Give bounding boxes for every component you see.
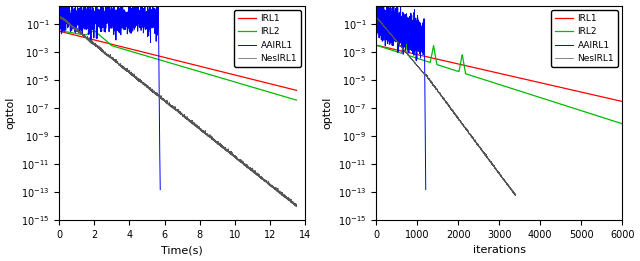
Line: AAIRL1: AAIRL1 — [59, 5, 160, 190]
IRL2 — [479, 78, 487, 81]
IRL2 — [197, 70, 205, 74]
AAIRL1 — [87, 39, 95, 42]
IRL1 — [214, 69, 221, 72]
IRL1 — [595, 94, 603, 98]
IRL2 — [502, 85, 509, 88]
NesIRL1 — [488, 162, 495, 165]
NesIRL1 — [157, 96, 164, 99]
X-axis label: Time(s): Time(s) — [161, 245, 203, 256]
IRL2 — [618, 122, 626, 125]
Line: AAIRL1: AAIRL1 — [376, 5, 426, 190]
AAIRL1 — [406, 25, 414, 28]
IRL1 — [372, 44, 380, 47]
AAIRL1 — [378, 8, 385, 11]
IRL2 — [119, 48, 127, 51]
Legend: IRL1, IRL2, AAIRL1, NesIRL1: IRL1, IRL2, AAIRL1, NesIRL1 — [551, 10, 618, 67]
AAIRL1 — [156, 188, 164, 191]
Legend: IRL1, IRL2, AAIRL1, NesIRL1: IRL1, IRL2, AAIRL1, NesIRL1 — [234, 10, 301, 67]
NesIRL1 — [292, 205, 300, 208]
NesIRL1 — [445, 105, 452, 108]
IRL2 — [59, 29, 67, 33]
IRL2 — [215, 76, 223, 79]
IRL2 — [372, 44, 380, 47]
IRL2 — [236, 82, 243, 85]
IRL1 — [518, 77, 525, 80]
IRL2 — [405, 54, 413, 57]
NesIRL1 — [83, 37, 90, 40]
IRL1 — [116, 45, 124, 48]
Line: IRL2: IRL2 — [376, 36, 622, 124]
IRL2 — [401, 35, 409, 38]
AAIRL1 — [372, 15, 380, 19]
IRL1 — [195, 64, 203, 68]
Line: IRL2: IRL2 — [63, 31, 296, 100]
AAIRL1 — [383, 25, 391, 28]
Y-axis label: opttol: opttol — [323, 97, 333, 129]
IRL2 — [456, 69, 463, 72]
IRL2 — [414, 57, 422, 60]
NesIRL1 — [262, 181, 270, 184]
IRL1 — [97, 40, 105, 43]
AAIRL1 — [400, 12, 408, 15]
X-axis label: iterations: iterations — [473, 245, 525, 256]
AAIRL1 — [408, 37, 415, 40]
NesIRL1 — [97, 47, 104, 50]
IRL1 — [292, 89, 300, 92]
NesIRL1 — [497, 174, 504, 177]
NesIRL1 — [468, 135, 476, 138]
Line: IRL1: IRL1 — [59, 31, 296, 90]
AAIRL1 — [138, 8, 145, 11]
AAIRL1 — [116, 29, 124, 32]
AAIRL1 — [90, 36, 98, 39]
IRL2 — [507, 87, 515, 90]
IRL1 — [618, 100, 626, 103]
IRL1 — [580, 91, 588, 94]
NesIRL1 — [147, 87, 154, 90]
IRL2 — [100, 38, 108, 41]
NesIRL1 — [55, 15, 63, 18]
IRL1 — [55, 29, 63, 33]
IRL1 — [163, 56, 170, 60]
NesIRL1 — [511, 194, 519, 197]
Line: NesIRL1: NesIRL1 — [59, 16, 296, 207]
AAIRL1 — [99, 15, 107, 18]
AAIRL1 — [420, 37, 428, 40]
NesIRL1 — [292, 205, 300, 208]
AAIRL1 — [373, 4, 381, 7]
IRL1 — [373, 44, 381, 47]
IRL2 — [90, 29, 98, 32]
IRL1 — [234, 74, 242, 77]
NesIRL1 — [503, 183, 511, 186]
IRL1 — [523, 78, 531, 81]
AAIRL1 — [114, 15, 122, 18]
AAIRL1 — [55, 4, 63, 7]
IRL1 — [519, 77, 527, 80]
NesIRL1 — [512, 193, 520, 196]
NesIRL1 — [372, 15, 380, 18]
Y-axis label: opttol: opttol — [6, 97, 15, 129]
NesIRL1 — [288, 200, 296, 203]
NesIRL1 — [455, 118, 463, 121]
Line: NesIRL1: NesIRL1 — [376, 17, 516, 196]
IRL2 — [292, 99, 300, 102]
IRL2 — [165, 61, 173, 64]
AAIRL1 — [422, 188, 429, 191]
Line: IRL1: IRL1 — [376, 45, 622, 102]
